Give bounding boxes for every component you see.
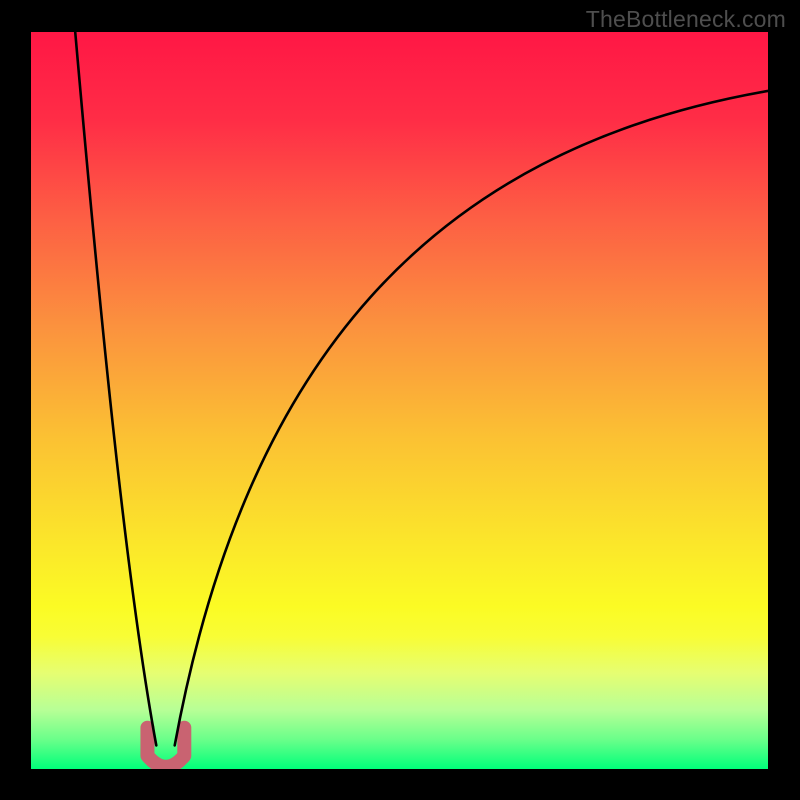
chart-area [31,32,768,769]
watermark-text: TheBottleneck.com [586,6,786,33]
bottleneck-curve [31,32,768,769]
stage: TheBottleneck.com [0,0,800,800]
